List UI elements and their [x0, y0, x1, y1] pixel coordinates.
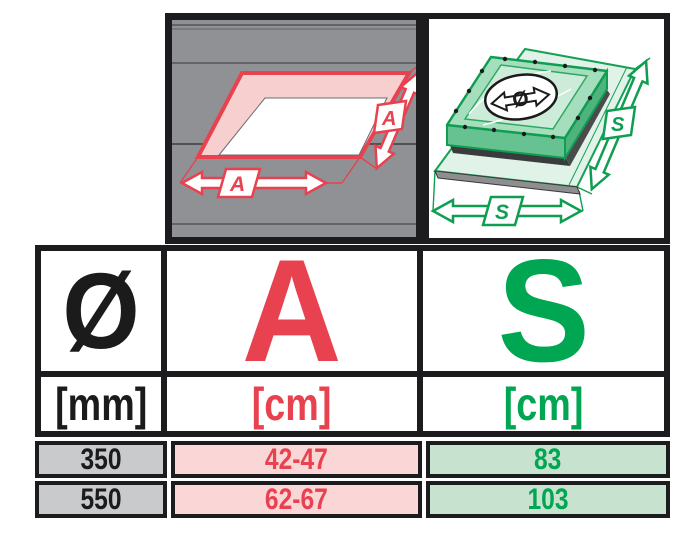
cover-width-arrow-badge: [481, 195, 525, 227]
diameter-column-symbol: Ø: [62, 249, 140, 371]
row-550-a-value: 62-67: [265, 482, 328, 516]
row-550-diameter-value: 550: [80, 482, 122, 516]
cover-illustration: Ø S S: [430, 47, 651, 227]
row-350-diameter: 350: [35, 441, 167, 478]
cover-depth-arrow-label: S: [611, 114, 625, 136]
diameter-unit-label: [mm]: [54, 378, 148, 430]
row-550-s: 103: [426, 481, 670, 518]
header-diameter: Ø: [35, 245, 167, 377]
diameter-arrow: [489, 86, 551, 113]
row-350-s-value: 83: [534, 442, 562, 476]
row-350-s: 83: [426, 441, 670, 478]
width-arrow-label: A: [229, 173, 245, 196]
cover-panel: Ø S S: [423, 13, 670, 244]
cover-shadow-right: [565, 87, 610, 166]
cover-width-arrow-label: S: [495, 201, 509, 224]
row-550-diameter: 550: [35, 481, 167, 518]
row-350-a: 42-47: [171, 441, 422, 478]
depth-arrow-badge: [372, 99, 408, 135]
header-a: A: [161, 228, 423, 392]
roof-opening-panel: A A: [165, 13, 423, 244]
unit-a: [cm]: [161, 371, 423, 437]
row-550-a: 62-67: [171, 481, 422, 518]
s-column-symbol: S: [497, 228, 590, 392]
a-column-symbol: A: [241, 228, 343, 392]
a-unit-label: [cm]: [252, 378, 332, 430]
row-550-s-value: 103: [527, 482, 569, 516]
depth-arrow-label: A: [381, 108, 396, 130]
roof-opening-floor: [217, 97, 388, 156]
row-350-diameter-value: 350: [80, 442, 122, 476]
flange-fold-line: [568, 66, 628, 186]
diameter-oval: Ø: [484, 73, 558, 121]
unit-s: [cm]: [417, 371, 670, 437]
screw-dots: [453, 56, 598, 140]
width-arrow-badge: [216, 167, 262, 199]
header-s: S: [417, 228, 670, 392]
roof-opening-illustration: A A: [172, 20, 416, 237]
cover-depth-arrow-badge: [601, 105, 637, 141]
unit-diameter: [mm]: [35, 371, 167, 437]
s-unit-label: [cm]: [503, 378, 584, 430]
diameter-symbol: Ø: [511, 87, 531, 112]
row-350-a-value: 42-47: [265, 442, 328, 476]
flange-underside: [434, 170, 581, 195]
